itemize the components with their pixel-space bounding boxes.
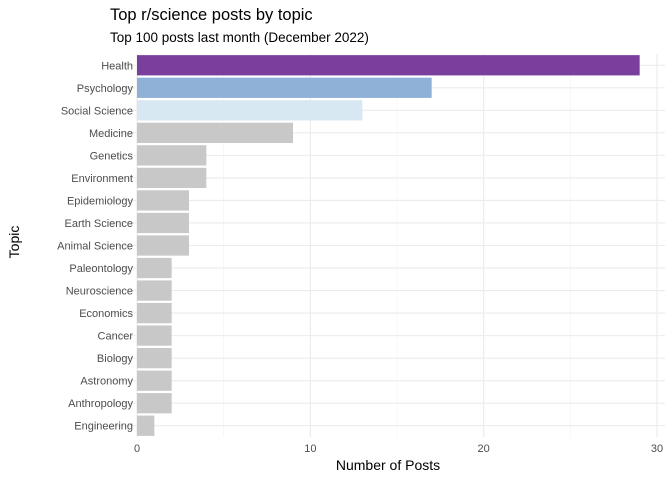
y-tick-label: Anthropology: [68, 398, 133, 410]
y-tick-label: Paleontology: [69, 263, 133, 275]
y-tick-label: Economics: [79, 308, 133, 320]
bar-medicine: [137, 122, 293, 143]
x-axis-tick-labels: 0 10 20 30: [134, 443, 663, 455]
bar-anthropology: [137, 393, 172, 414]
x-axis-title: Number of Posts: [336, 457, 440, 473]
bar-economics: [137, 302, 172, 324]
bar-health: [137, 55, 640, 76]
y-axis-title: Topic: [6, 226, 22, 259]
y-tick-label: Medicine: [89, 128, 133, 140]
y-tick-label: Earth Science: [65, 218, 133, 230]
bar-astronomy: [137, 370, 172, 391]
x-tick-label: 20: [478, 443, 490, 455]
x-tick-label: 0: [134, 443, 140, 455]
y-tick-label: Genetics: [90, 150, 134, 162]
bar-genetics: [137, 145, 207, 166]
bar-engineering: [137, 415, 155, 436]
bar-biology: [137, 348, 172, 369]
y-tick-label: Neuroscience: [66, 286, 133, 298]
x-tick-label: 30: [651, 443, 663, 455]
bar-cancer: [137, 325, 172, 346]
y-tick-label: Psychology: [77, 83, 134, 95]
y-tick-label: Social Science: [61, 105, 133, 117]
y-tick-label: Animal Science: [57, 241, 133, 253]
chart-subtitle: Top 100 posts last month (December 2022): [110, 30, 369, 45]
y-tick-label: Environment: [71, 173, 133, 185]
y-axis-tick-labels: Health Psychology Social Science Medicine Ge…: [57, 60, 133, 432]
bar-paleontology: [137, 257, 172, 279]
bar-epidemiology: [137, 190, 189, 211]
y-tick-label: Astronomy: [80, 376, 133, 388]
chart-title: Top r/science posts by topic: [110, 6, 313, 24]
y-tick-label: Health: [101, 60, 133, 72]
y-tick-label: Biology: [97, 353, 134, 365]
bar-psychology: [137, 77, 432, 98]
y-tick-label: Cancer: [98, 331, 134, 343]
bar-animal-science: [137, 235, 189, 256]
y-tick-label: Engineering: [74, 421, 133, 433]
bar-earth-science: [137, 212, 189, 234]
y-tick-label: Epidemiology: [67, 195, 134, 207]
x-tick-label: 10: [304, 443, 316, 455]
bar-neuroscience: [137, 280, 172, 301]
bar-environment: [137, 167, 207, 189]
bars: [137, 55, 640, 436]
bar-social-science: [137, 100, 363, 121]
